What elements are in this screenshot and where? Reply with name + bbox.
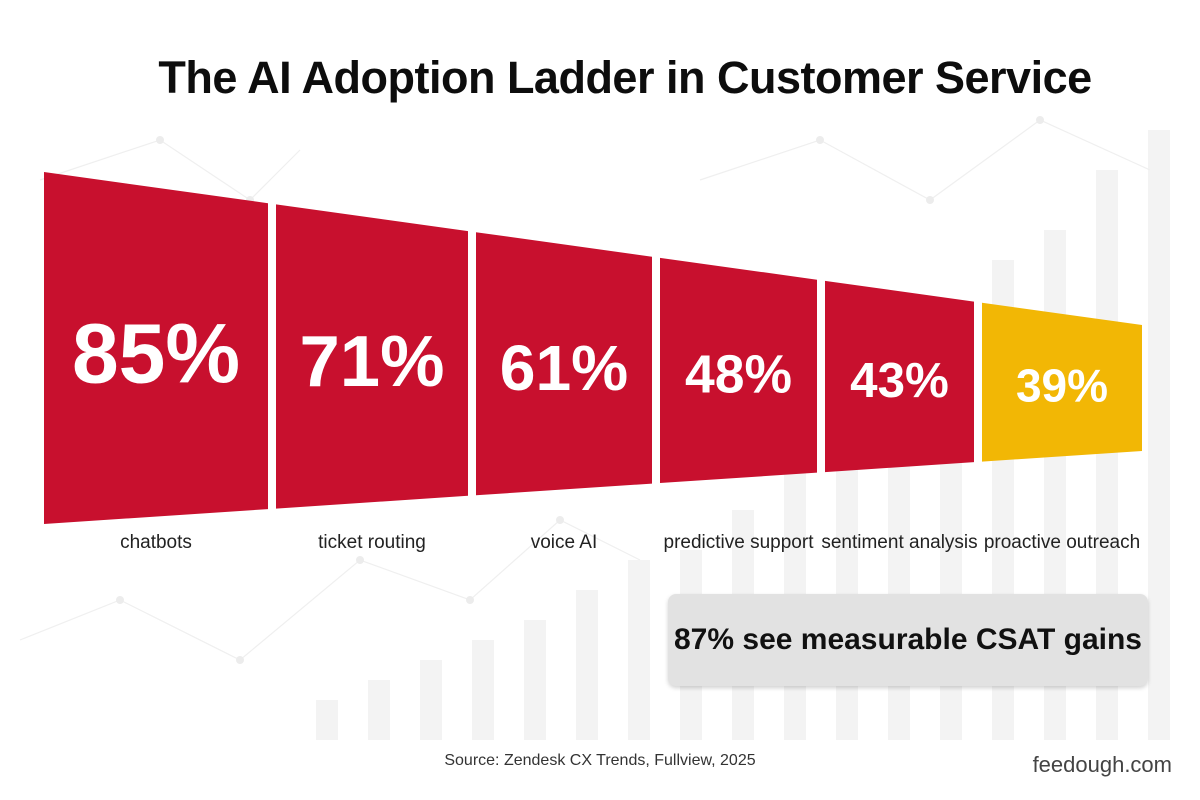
- bar-predictive-support: [660, 257, 817, 484]
- value-label: 71%: [300, 321, 445, 402]
- bar-proactive-outreach: [982, 302, 1142, 462]
- bar-ticket-routing: [276, 204, 468, 509]
- bar-sentiment-analysis: [825, 280, 974, 473]
- csat-callout: 87% see measurable CSAT gains: [668, 594, 1148, 686]
- source-note: Source: Zendesk CX Trends, Fullview, 202…: [444, 752, 756, 769]
- category-label: ticket routing: [318, 532, 426, 553]
- brand-watermark: feedough.com: [1032, 752, 1172, 777]
- chart-title: The AI Adoption Ladder in Customer Servi…: [158, 52, 1092, 103]
- value-label: 61%: [500, 332, 628, 404]
- bar-chatbots: [44, 172, 268, 524]
- category-label: voice AI: [531, 532, 598, 553]
- value-label: 48%: [685, 346, 792, 405]
- category-label: predictive support: [664, 532, 815, 553]
- value-label: 85%: [72, 306, 240, 400]
- category-label: proactive outreach: [984, 532, 1140, 553]
- value-label: 43%: [850, 353, 949, 408]
- bar-voice-AI: [476, 232, 652, 496]
- category-label: chatbots: [120, 532, 192, 553]
- category-label: sentiment analysis: [821, 532, 977, 553]
- value-label: 39%: [1016, 360, 1108, 412]
